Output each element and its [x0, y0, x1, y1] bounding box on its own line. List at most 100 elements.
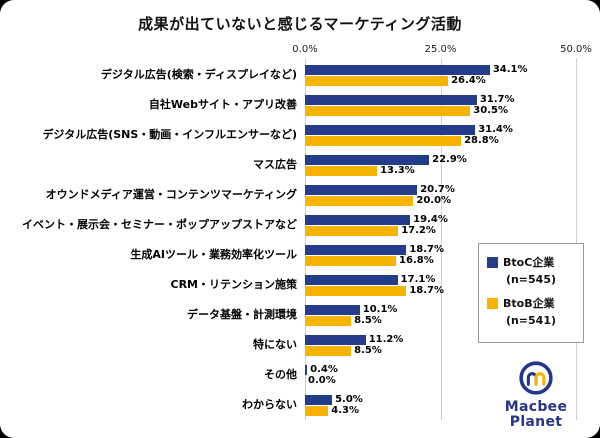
- logo-wordmark-line1: Macbee: [504, 399, 568, 415]
- value-label: 17.1%: [400, 274, 436, 285]
- bar-btoc: [305, 244, 407, 255]
- bar-btoc: [305, 124, 476, 135]
- x-axis-tick: 50.0%: [560, 44, 592, 55]
- bar-group: 10.1% 8.5%: [305, 304, 576, 326]
- chart-row: イベント・展示会・セミナー・ポップアップストアなど 19.4% 17.2%: [0, 210, 600, 240]
- bar-btob: [305, 315, 352, 326]
- category-label: 特にない: [253, 337, 297, 351]
- chart-row: 特にない 11.2% 8.5%: [0, 330, 600, 360]
- category-label: 生成AIツール・業務効率化ツール: [130, 247, 297, 261]
- chart-title: 成果が出ていないと感じるマーケティング活動: [138, 15, 462, 33]
- bar-btoc: [305, 184, 418, 195]
- bar-group: 22.9% 13.3%: [305, 154, 576, 176]
- value-label: 19.4%: [413, 214, 448, 225]
- value-label: 31.4%: [478, 124, 513, 135]
- legend-swatch: [487, 297, 498, 309]
- chart-row: マス広告 22.9% 13.3%: [0, 150, 600, 180]
- macbee-planet-logo: Macbee Planet: [488, 360, 584, 430]
- bar-btob: [305, 255, 397, 266]
- value-label: 17.2%: [401, 225, 436, 236]
- value-label: 28.8%: [464, 135, 499, 146]
- value-label: 10.1%: [362, 304, 398, 315]
- x-axis-tick: 25.0%: [424, 44, 457, 55]
- bar-btob: [305, 165, 378, 176]
- value-label: 8.5%: [354, 315, 382, 326]
- legend-swatch: [487, 256, 498, 268]
- x-axis-tick: 0.0%: [292, 44, 318, 55]
- bar-btob: [305, 105, 471, 116]
- value-label: 18.7%: [409, 244, 445, 255]
- legend-sample-size: (n=541): [505, 314, 557, 327]
- value-label: 31.7%: [479, 94, 515, 105]
- category-label: その他: [264, 367, 297, 381]
- legend-label: BtoB企業: [503, 297, 555, 310]
- legend: BtoC企業 (n=545) BtoB企業 (n=541): [478, 243, 584, 343]
- chart-row: オウンドメディア運営・コンテンツマーケティング 20.7% 20.0%: [0, 180, 600, 210]
- macbee-planet-icon: [519, 361, 553, 395]
- category-label: CRM・リテンション施策: [170, 277, 298, 291]
- bar-group: 18.7% 16.8%: [305, 244, 576, 266]
- bar-group: 11.2% 8.5%: [305, 334, 576, 356]
- gridline: [576, 58, 577, 420]
- bar-btob: [305, 285, 407, 296]
- value-label: 11.2%: [368, 334, 404, 345]
- value-label: 16.8%: [399, 255, 434, 266]
- chart-row: わからない 5.0% 4.3%: [0, 390, 600, 420]
- chart-rows: デジタル広告(検索・ディスプレイなど) 34.1% 26.4% 自社Webサイト・アプ…: [0, 60, 600, 420]
- value-label: 4.3%: [331, 405, 360, 416]
- value-label: 22.9%: [432, 154, 467, 165]
- chart-row: 自社Webサイト・アプリ改善 31.7% 30.5%: [0, 90, 600, 120]
- bar-btob: [305, 225, 399, 236]
- bar-btoc: [305, 394, 333, 405]
- bar-btob: [305, 405, 329, 416]
- value-label: 34.1%: [492, 64, 528, 75]
- value-label: 8.5%: [354, 345, 382, 356]
- chart-row: その他 0.4% 0.0%: [0, 360, 600, 390]
- value-label: 0.4%: [310, 364, 338, 375]
- bar-btob: [305, 75, 449, 86]
- legend-sample-size: (n=545): [505, 273, 557, 286]
- chart-row: 生成AIツール・業務効率化ツール 18.7% 16.8%: [0, 240, 600, 270]
- category-label: イベント・展示会・セミナー・ポップアップストアなど: [22, 217, 297, 231]
- category-label: わからない: [242, 397, 297, 411]
- bar-btoc: [305, 64, 490, 75]
- bar-group: 19.4% 17.2%: [305, 214, 576, 236]
- bar-btob: [305, 195, 414, 206]
- bar-btoc: [305, 364, 308, 375]
- logo-wordmark-line2: Planet: [509, 414, 563, 430]
- category-label: オウンドメディア運営・コンテンツマーケティング: [45, 187, 297, 201]
- bar-btoc: [305, 334, 366, 345]
- value-label: 20.7%: [420, 184, 455, 195]
- bar-chart: 0.0% 25.0% 50.0% デジタル広告(検索・ディスプレイなど) 34.1% 2…: [0, 44, 600, 420]
- category-label: デジタル広告(SNS・動画・インフルエンサーなど): [42, 127, 297, 141]
- category-label: マス広告: [253, 157, 297, 171]
- legend-item-btoc: BtoC企業 (n=545): [487, 254, 575, 286]
- bar-group: 31.4% 28.8%: [305, 124, 576, 146]
- value-label: 13.3%: [380, 165, 415, 176]
- bar-group: 20.7% 20.0%: [305, 184, 576, 206]
- bar-group: 31.7% 30.5%: [305, 94, 576, 116]
- category-label: 自社Webサイト・アプリ改善: [148, 97, 297, 111]
- bar-btoc: [305, 94, 477, 105]
- bar-btoc: [305, 214, 411, 225]
- legend-label: BtoC企業: [503, 256, 555, 269]
- value-label: 26.4%: [451, 75, 486, 86]
- bar-group: 34.1% 26.4%: [305, 64, 576, 86]
- bar-btoc: [305, 154, 430, 165]
- bar-btoc: [305, 274, 398, 285]
- bar-group: 0.4% 0.0%: [305, 364, 576, 386]
- chart-row: デジタル広告(SNS・動画・インフルエンサーなど) 31.4% 28.8%: [0, 120, 600, 150]
- x-axis: 0.0% 25.0% 50.0%: [292, 44, 592, 60]
- bar-group: 17.1% 18.7%: [305, 274, 576, 296]
- value-label: 5.0%: [335, 394, 363, 405]
- chart-row: CRM・リテンション施策 17.1% 18.7%: [0, 270, 600, 300]
- bar-btoc: [305, 304, 360, 315]
- category-label: データ基盤・計測環境: [187, 307, 297, 321]
- gridline: [440, 58, 442, 420]
- chart-row: データ基盤・計測環境 10.1% 8.5%: [0, 300, 600, 330]
- plot-area: デジタル広告(検索・ディスプレイなど) 34.1% 26.4% 自社Webサイト・アプ…: [0, 58, 600, 420]
- value-label: 30.5%: [473, 105, 508, 116]
- value-label: 18.7%: [409, 285, 445, 296]
- bar-btob: [305, 345, 352, 356]
